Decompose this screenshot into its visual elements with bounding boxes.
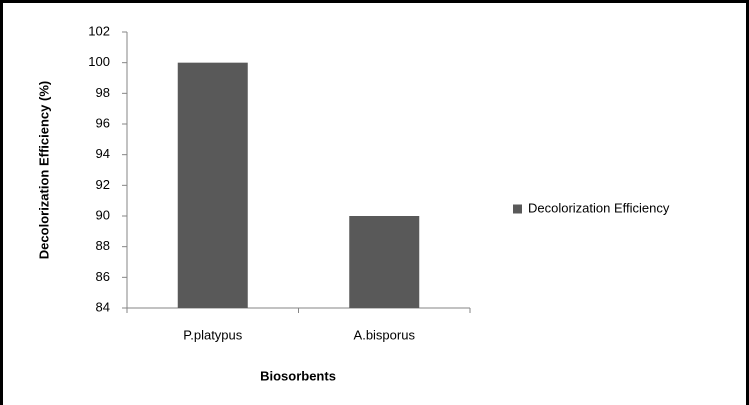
x-axis-title: Biosorbents <box>260 368 336 383</box>
x-tick-label: A.bisporus <box>354 327 416 342</box>
y-tick-label: 94 <box>96 146 110 161</box>
legend-label: Decolorization Efficiency <box>528 200 670 215</box>
y-tick-label: 92 <box>96 177 110 192</box>
y-tick-label: 90 <box>96 207 110 222</box>
y-axis-title: Decolorization Efficiency (%) <box>36 81 51 259</box>
y-tick-label: 88 <box>96 238 110 253</box>
y-tick-label: 86 <box>96 269 110 284</box>
y-tick-label: 98 <box>96 85 110 100</box>
bar <box>177 62 248 308</box>
y-tick-label: 84 <box>96 299 110 314</box>
y-tick-label: 96 <box>96 115 110 130</box>
bar <box>349 216 420 308</box>
x-tick-label: P.platypus <box>183 327 243 342</box>
y-tick-label: 100 <box>88 54 110 69</box>
y-tick-label: 102 <box>88 23 110 38</box>
legend-swatch <box>513 204 522 214</box>
